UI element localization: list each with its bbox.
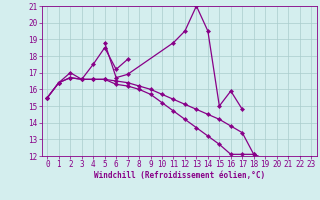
X-axis label: Windchill (Refroidissement éolien,°C): Windchill (Refroidissement éolien,°C): [94, 171, 265, 180]
